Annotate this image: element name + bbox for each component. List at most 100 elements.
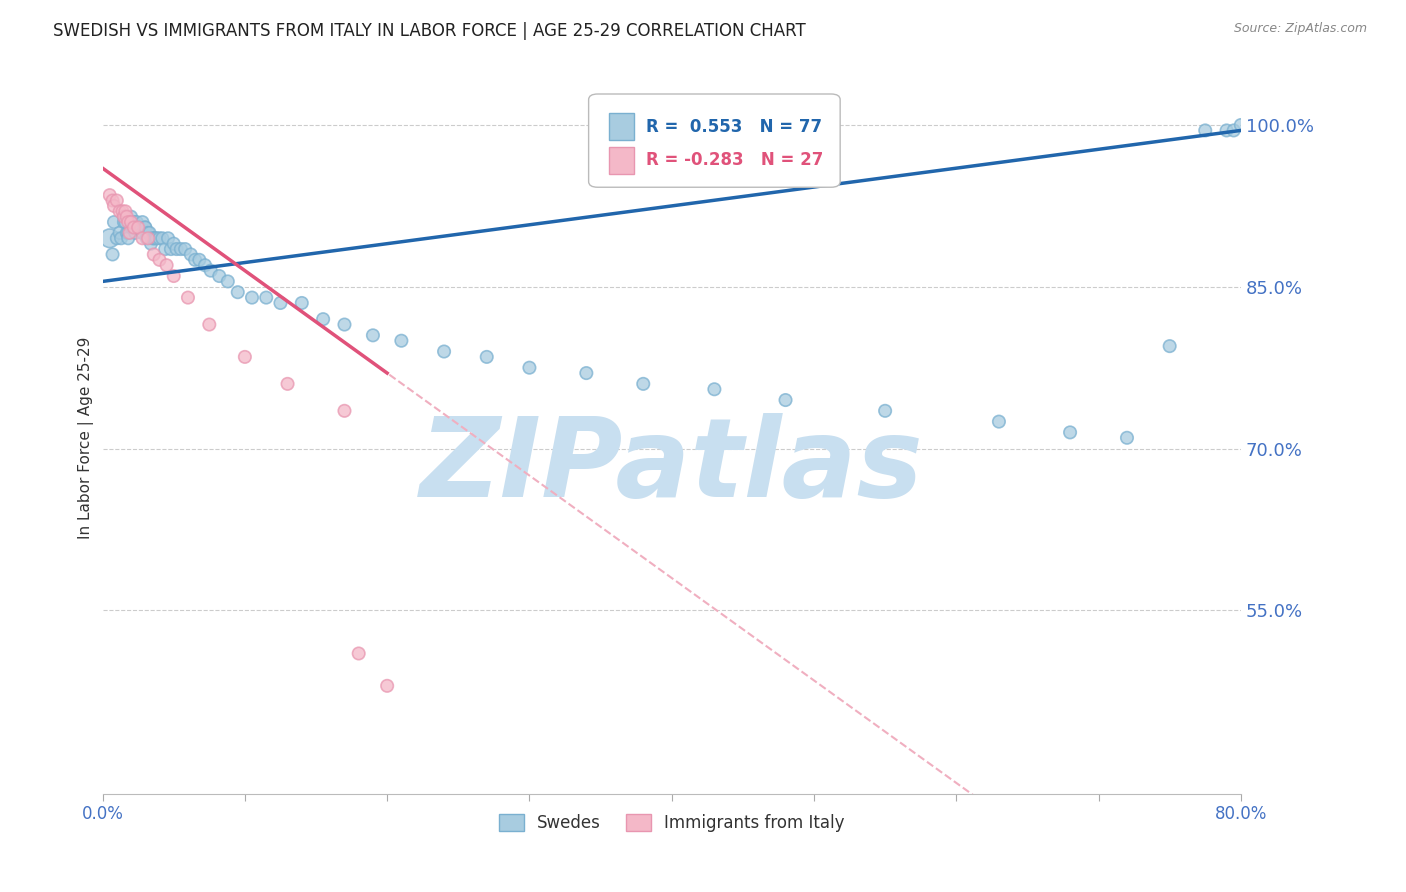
- Point: [112, 210, 135, 224]
- Point: [775, 392, 797, 407]
- Point: [131, 226, 153, 240]
- Point: [226, 285, 249, 300]
- Point: [131, 231, 153, 245]
- Point: [198, 318, 221, 332]
- Point: [134, 220, 156, 235]
- Y-axis label: In Labor Force | Age 25-29: In Labor Force | Age 25-29: [79, 336, 94, 539]
- Point: [1059, 425, 1081, 440]
- Point: [117, 215, 139, 229]
- Point: [143, 231, 166, 245]
- Point: [112, 210, 135, 224]
- Point: [98, 231, 121, 245]
- Point: [375, 679, 398, 693]
- Point: [101, 247, 124, 261]
- Point: [240, 291, 263, 305]
- Point: [633, 376, 655, 391]
- Point: [312, 312, 335, 326]
- Point: [150, 231, 173, 245]
- Point: [129, 220, 152, 235]
- Point: [117, 226, 139, 240]
- Point: [184, 252, 207, 267]
- Text: R = -0.283   N = 27: R = -0.283 N = 27: [645, 152, 823, 169]
- Point: [121, 220, 143, 235]
- Point: [1230, 118, 1253, 132]
- Point: [163, 268, 186, 283]
- Point: [153, 242, 176, 256]
- Point: [269, 296, 291, 310]
- Point: [136, 226, 159, 240]
- Point: [141, 231, 163, 245]
- Point: [105, 231, 128, 245]
- Text: Source: ZipAtlas.com: Source: ZipAtlas.com: [1233, 22, 1367, 36]
- Point: [148, 231, 170, 245]
- Point: [163, 236, 186, 251]
- Point: [148, 252, 170, 267]
- Point: [575, 366, 598, 380]
- Bar: [609, 113, 634, 140]
- Point: [194, 258, 217, 272]
- Point: [103, 199, 125, 213]
- Point: [170, 242, 193, 256]
- Bar: [609, 146, 634, 174]
- Point: [156, 258, 179, 272]
- Point: [174, 242, 197, 256]
- FancyBboxPatch shape: [589, 94, 841, 187]
- Point: [127, 220, 149, 235]
- Point: [987, 415, 1010, 429]
- Point: [200, 263, 222, 277]
- Point: [139, 236, 162, 251]
- Point: [703, 382, 725, 396]
- Point: [1194, 123, 1216, 137]
- Point: [108, 204, 131, 219]
- Point: [291, 296, 314, 310]
- Point: [160, 242, 183, 256]
- Point: [114, 215, 136, 229]
- Point: [333, 318, 356, 332]
- Point: [217, 274, 239, 288]
- Point: [115, 226, 138, 240]
- Point: [166, 242, 188, 256]
- Point: [347, 647, 370, 661]
- Point: [875, 404, 897, 418]
- Point: [188, 252, 211, 267]
- Point: [124, 220, 146, 235]
- Point: [125, 215, 148, 229]
- Point: [389, 334, 412, 348]
- Point: [127, 220, 149, 235]
- Point: [145, 231, 167, 245]
- Point: [433, 344, 456, 359]
- Point: [128, 220, 150, 235]
- Point: [135, 231, 157, 245]
- Point: [101, 194, 124, 208]
- Point: [519, 360, 541, 375]
- Point: [124, 226, 146, 240]
- Point: [1116, 431, 1139, 445]
- Point: [120, 215, 142, 229]
- Point: [103, 215, 125, 229]
- Text: SWEDISH VS IMMIGRANTS FROM ITALY IN LABOR FORCE | AGE 25-29 CORRELATION CHART: SWEDISH VS IMMIGRANTS FROM ITALY IN LABO…: [53, 22, 806, 40]
- Point: [122, 220, 145, 235]
- Point: [233, 350, 256, 364]
- Point: [105, 194, 128, 208]
- Point: [475, 350, 498, 364]
- Point: [108, 226, 131, 240]
- Point: [110, 231, 132, 245]
- Point: [138, 226, 160, 240]
- Point: [115, 210, 138, 224]
- Point: [111, 204, 134, 219]
- Point: [142, 231, 165, 245]
- Point: [136, 231, 159, 245]
- Point: [208, 268, 231, 283]
- Point: [177, 291, 200, 305]
- Point: [1159, 339, 1181, 353]
- Point: [117, 231, 139, 245]
- Point: [118, 226, 141, 240]
- Point: [120, 220, 142, 235]
- Point: [112, 215, 135, 229]
- Point: [254, 291, 277, 305]
- Legend: Swedes, Immigrants from Italy: Swedes, Immigrants from Italy: [492, 807, 852, 838]
- Point: [1215, 123, 1237, 137]
- Point: [142, 247, 165, 261]
- Point: [120, 210, 142, 224]
- Point: [361, 328, 384, 343]
